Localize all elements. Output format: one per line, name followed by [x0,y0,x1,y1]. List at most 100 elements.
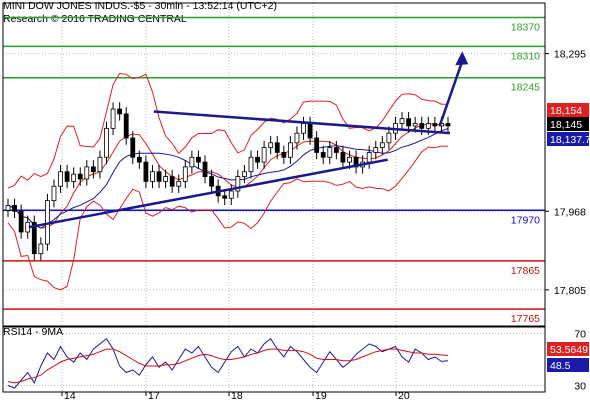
support-label: 17865 [511,265,540,277]
candle-body [228,190,234,199]
candle-body [287,142,293,158]
candle-body [274,142,280,153]
candle-body [327,147,333,158]
candle-body [90,166,96,173]
candle-body [136,156,142,163]
candle-body [110,108,116,129]
y-tick-label: 17,805 [554,285,586,297]
candle-body [130,137,136,158]
candle-body [176,180,182,187]
x-tick-label: 14 [64,390,76,400]
support-label: 17765 [511,313,540,325]
candle-body [169,176,175,187]
candle-body [340,152,346,163]
candle-body [301,123,306,134]
candle-body [445,123,451,127]
candle-body [77,173,83,180]
candle-body [333,147,339,153]
candle-body [196,156,201,163]
lower-band-tag-box [547,132,589,146]
trend-lines [28,51,469,229]
pivot-label: 17970 [511,214,540,226]
candle-body [189,156,195,168]
trendline-upper [153,110,451,135]
x-tick-label: 20 [398,390,410,400]
candle-body [255,156,260,163]
candle-body [353,156,359,168]
rsi-tick-label: 30 [574,381,586,393]
candle-body [242,171,247,177]
candle-body [202,161,208,177]
last-price-tag-box [547,117,589,131]
resistance-label: 18245 [511,82,540,94]
candle-body [373,147,379,153]
candle-body [163,176,169,182]
candle-body [294,132,300,144]
rsi-panel-frame [2,326,546,393]
candle-body [182,166,188,182]
y-tick-label: 17,968 [554,206,586,218]
candle-body [104,127,109,158]
candle-body [248,156,254,173]
candle-body [347,156,352,163]
rsi-line [7,337,449,389]
candle-body [320,152,326,158]
resistance-label: 18370 [511,21,540,33]
candle-body [51,185,57,202]
candle-body [38,243,44,255]
candle-body [64,171,70,182]
candle-body [314,137,320,153]
candle-body [281,152,287,158]
last-price-tag: 18,145 [550,119,582,131]
candle-body [406,118,411,127]
candle-body [235,176,241,192]
candle-body [18,210,24,233]
candle-body [143,161,149,182]
candle-body [222,195,228,199]
resistance-label: 18310 [511,50,540,62]
main-panel-frame [2,2,546,327]
candle-body [123,113,129,139]
candle-body [261,147,267,163]
candle-body [268,142,274,149]
candle-body [31,221,37,255]
candle-body [432,123,438,127]
candle-body [58,171,63,187]
candle-body [379,142,385,149]
rsi-ma-value-tag: 53.5649 [550,344,588,356]
candle-body [5,205,11,211]
candle-body [150,171,155,182]
candle-body [84,166,90,180]
candle-body [156,171,162,182]
y-tick-label: 18,295 [554,49,586,61]
level-lines: 18370 18310 18245 17970 17865 17765 [3,16,545,325]
middle-band [7,123,448,229]
candle-body [71,173,77,182]
rsi-tick-label: 70 [574,329,586,341]
forecast-arrow-shaft [438,60,464,127]
rsi-title: RSI14 - 9MA [3,326,64,338]
forecast-arrow-head [455,51,469,66]
candle-body [117,108,123,115]
rsi-value-tag-box [547,358,589,372]
lower-band-tag: 18,137.7 [550,134,590,146]
candle-body [419,123,425,129]
candle-body [307,123,313,139]
candle-body [425,123,431,129]
candle-body [209,176,214,187]
trendline-lower [28,158,388,229]
upper-band-tag-box [547,103,589,117]
candle-body [412,123,418,127]
x-tick-label: 19 [315,390,327,400]
upper-band-tag: 18,154 [550,105,582,117]
chart-subtitle: Research © 2016 TRADING CENTRAL [3,13,187,25]
candle-body [386,132,392,144]
rsi-panel: 70 30 53.5649 48.5 [3,329,589,393]
x-tick-label: 17 [148,390,160,400]
candle-body [12,205,17,212]
candle-body [97,156,103,173]
rsi-ma-value-tag-box [547,342,589,356]
candle-body [399,118,405,124]
